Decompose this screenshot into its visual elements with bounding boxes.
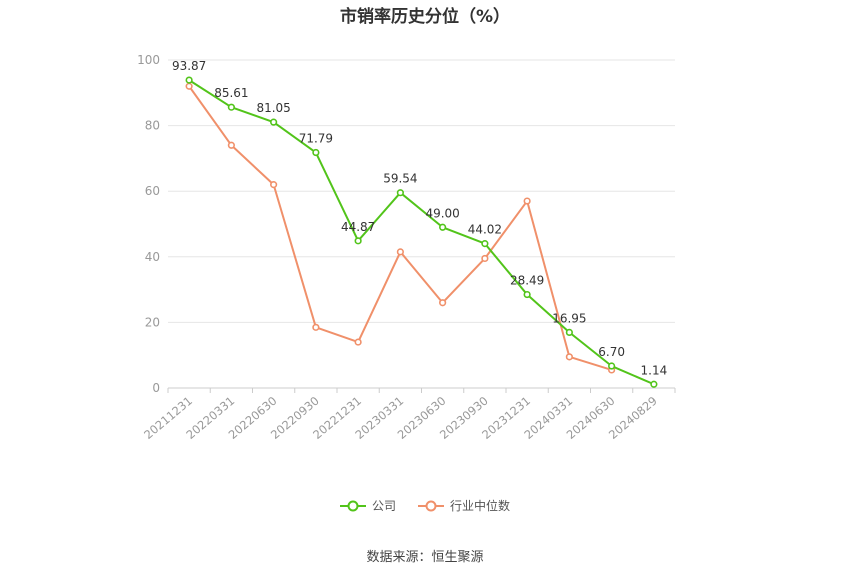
y-tick-label: 20 [145,315,160,329]
legend-label-company: 公司 [371,499,396,513]
data-point-company [439,223,447,231]
data-point-company [396,189,404,197]
data-point-industry [396,248,404,256]
legend-company-marker-icon [339,500,366,511]
y-tick-label: 100 [137,53,160,67]
chart-title: 市销率历史分位（%） [339,7,511,27]
data-point-industry [227,141,235,149]
data-point-company [481,240,489,248]
legend-industry-marker-icon [418,500,444,511]
data-point-industry [439,299,447,307]
series-line-company [188,79,655,386]
data-label-company: 44.87 [341,220,375,234]
data-label-company: 85.61 [214,86,248,100]
data-point-company [608,362,616,370]
data-point-company [354,237,362,245]
data-label-company: 28.49 [510,274,544,288]
data-point-industry [565,353,573,361]
data-point-company [523,290,531,299]
legend: 公司 行业中位数 [0,497,850,514]
data-point-industry [523,197,531,205]
data-point-industry [481,254,489,263]
legend-label-industry: 行业中位数 [450,499,511,513]
y-tick-label: 80 [145,119,160,133]
y-tick-label: 60 [145,184,160,198]
data-label-company: 71.79 [299,132,333,146]
data-label-company: 59.54 [383,172,417,186]
y-tick-label: 40 [145,250,160,264]
data-point-company [270,118,278,126]
data-point-industry [354,338,362,346]
legend-item-company[interactable]: 公司 [339,497,396,514]
data-point-company [185,76,193,84]
data-point-industry [312,323,320,331]
legend-item-industry[interactable]: 行业中位数 [418,497,510,514]
data-point-company [650,380,658,388]
data-point-company [227,103,235,111]
data-label-company: 1.14 [641,363,668,377]
data-label-company: 93.87 [172,59,206,73]
data-point-industry [270,181,278,189]
data-label-company: 16.95 [552,311,586,325]
data-point-company [312,148,320,157]
data-point-industry [185,82,193,90]
line-chart: 0204060801002021123120220331202206302022… [137,53,676,442]
data-point-company [565,328,573,337]
data-source: 数据来源：恒生聚源 [366,550,484,565]
data-label-company: 49.00 [425,206,459,220]
y-tick-label: 0 [152,381,160,395]
data-label-company: 81.05 [256,101,290,115]
data-label-company: 44.02 [468,223,502,237]
series-line-industry [188,85,612,371]
data-label-company: 6.70 [598,345,625,359]
